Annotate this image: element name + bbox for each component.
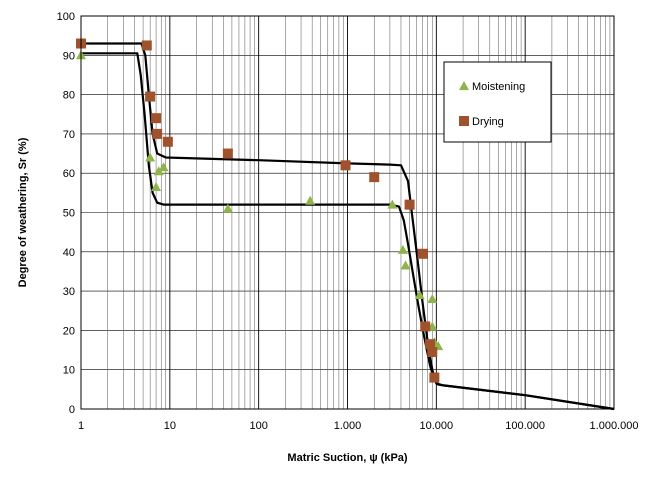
- point-drying: [425, 339, 436, 350]
- legend-box: [443, 61, 552, 143]
- y-tick-label: 30: [63, 286, 75, 298]
- point-drying: [145, 91, 156, 102]
- point-moistening: [400, 260, 411, 270]
- point-drying: [340, 160, 351, 171]
- point-moistening: [153, 166, 164, 176]
- point-moistening: [427, 293, 438, 303]
- y-tick-label: 80: [63, 90, 75, 102]
- x-axis-title: Matric Suction, ψ (kPa): [287, 452, 407, 464]
- legend-label-moistening: Moistening: [472, 81, 525, 93]
- y-tick-label: 70: [63, 129, 75, 141]
- point-drying: [369, 172, 380, 183]
- y-tick-label: 0: [69, 404, 75, 416]
- point-moistening: [305, 195, 316, 205]
- point-drying: [141, 40, 152, 51]
- point-moistening: [397, 244, 408, 254]
- y-tick-label: 90: [63, 50, 75, 62]
- y-tick-labels: 0 10 20 30 40 50 60 70 80 90 100: [57, 11, 75, 416]
- legend-marker-drying: [459, 116, 469, 126]
- y-tick-label: 100: [57, 11, 75, 23]
- point-moistening: [145, 152, 156, 162]
- legend: Moistening Drying: [443, 61, 552, 143]
- point-drying: [162, 136, 173, 147]
- x-tick-label: 10: [164, 420, 176, 432]
- x-tick-label: 10.000: [420, 420, 454, 432]
- y-tick-label: 50: [63, 208, 75, 220]
- point-moistening: [222, 203, 233, 213]
- point-moistening: [414, 290, 425, 300]
- point-drying: [152, 128, 163, 139]
- legend-marker-moistening: [459, 81, 469, 90]
- point-drying: [427, 347, 438, 358]
- x-tick-label: 100.000: [505, 420, 545, 432]
- data-points: [76, 38, 444, 383]
- point-drying: [429, 372, 440, 383]
- point-drying: [417, 248, 428, 259]
- x-tick-label: 100: [249, 420, 267, 432]
- x-tick-label: 1.000: [334, 420, 362, 432]
- x-tick-labels: 1 10 100 1.000 10.000 100.000 1.000.000: [78, 420, 639, 432]
- x-tick-label: 1.000.000: [590, 420, 639, 432]
- y-tick-label: 60: [63, 168, 75, 180]
- x-tick-label: 1: [78, 420, 84, 432]
- point-moistening: [158, 162, 169, 172]
- point-drying: [222, 148, 233, 159]
- plot-frame: [80, 15, 615, 410]
- point-moistening: [387, 199, 398, 209]
- y-tick-label: 10: [63, 365, 75, 377]
- y-axis-title: Degree of weathering, Sr (%): [17, 137, 29, 287]
- point-drying: [404, 199, 415, 210]
- point-moistening: [151, 181, 162, 191]
- point-drying: [420, 321, 431, 332]
- legend-label-drying: Drying: [472, 116, 504, 128]
- y-tick-label: 20: [63, 325, 75, 337]
- y-tick-label: 40: [63, 247, 75, 259]
- point-drying: [151, 113, 162, 124]
